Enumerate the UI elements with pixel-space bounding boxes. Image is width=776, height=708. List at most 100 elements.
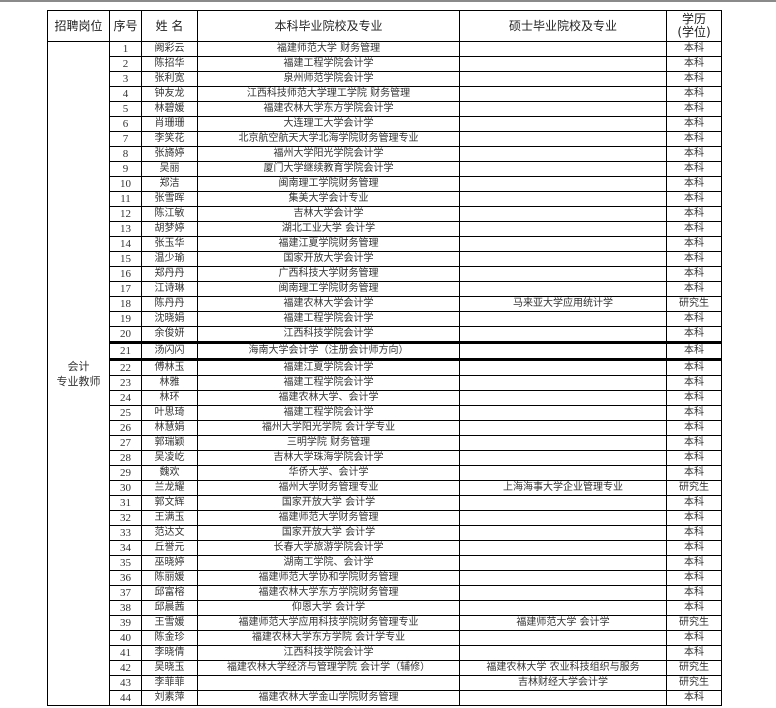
name-cell: 张玉华 (141, 236, 198, 252)
table-row: 会计 专业教师 1 阙彩云 福建师范大学 财务管理本科 (47, 41, 722, 706)
master-cell (459, 221, 667, 237)
master-cell (459, 56, 667, 72)
header-no: 序号 (109, 10, 142, 42)
no-cell: 20 (109, 326, 142, 344)
bachelor-cell: 闽南理工学院财务管理 (197, 176, 460, 192)
bachelor-cell: 福建工程学院会计学 (197, 56, 460, 72)
bachelor-cell: 福建师范大学 财务管理 (197, 41, 460, 57)
master-cell (459, 555, 667, 571)
window-top-border (0, 0, 776, 2)
degree-cell: 本科 (666, 311, 722, 327)
degree-cell: 研究生 (666, 615, 722, 631)
degree-cell: 研究生 (666, 675, 722, 691)
bachelor-cell: 福建农林大学东方学院会计学 (197, 101, 460, 117)
no-cell: 29 (109, 465, 142, 481)
master-cell (459, 525, 667, 541)
table-row: 28 吴凌屹 吉林大学珠海学院会计学 本科 (48, 450, 722, 466)
table-row: 31 郭文辉 国家开放大学 会计学 本科 (48, 495, 722, 511)
name-cell: 汤闪闪 (141, 342, 198, 361)
position-cell: 会计 专业教师 (47, 41, 110, 706)
name-cell: 兰龙耀 (141, 480, 198, 496)
name-cell: 郭瑞颖 (141, 435, 198, 451)
table-row: 29 魏欢 华侨大学、会计学 本科 (48, 465, 722, 481)
master-cell (459, 86, 667, 102)
master-cell (459, 251, 667, 267)
bachelor-cell: 福建工程学院会计学 (197, 405, 460, 421)
bachelor-cell: 湖北工业大学 会计学 (197, 221, 460, 237)
no-cell: 23 (109, 375, 142, 391)
name-cell: 李晓倩 (141, 645, 198, 661)
bachelor-cell: 集美大学会计专业 (197, 191, 460, 207)
name-cell: 陈丽媛 (141, 570, 198, 586)
no-cell: 37 (109, 585, 142, 601)
master-cell (459, 191, 667, 207)
bachelor-cell: 广西科技大学财务管理 (197, 266, 460, 282)
master-cell (459, 465, 667, 481)
bachelor-cell: 大连理工大学会计学 (197, 116, 460, 132)
bachelor-cell (197, 675, 460, 691)
master-cell: 吉林财经大学会计学 (459, 675, 667, 691)
master-cell: 上海海事大学企业管理专业 (459, 480, 667, 496)
degree-cell: 本科 (666, 236, 722, 252)
no-cell: 4 (109, 86, 142, 102)
table-row: 36 陈丽媛 福建师范大学协和学院财务管理 本科 (48, 570, 722, 586)
no-cell: 13 (109, 221, 142, 237)
master-cell (459, 131, 667, 147)
table-row: 11 张雪晖 集美大学会计专业 本科 (48, 191, 722, 207)
table-row: 15 温少瑜 国家开放大学会计学 本科 (48, 251, 722, 267)
master-cell (459, 435, 667, 451)
master-cell (459, 342, 667, 361)
no-cell: 14 (109, 236, 142, 252)
master-cell (459, 690, 667, 706)
table-row: 17 江诗琳 闽南理工学院财务管理 本科 (48, 281, 722, 297)
header-degree: 学历 (学位) (666, 10, 722, 42)
no-cell: 30 (109, 480, 142, 496)
no-cell: 33 (109, 525, 142, 541)
degree-cell: 本科 (666, 176, 722, 192)
table-row: 37 邱富榕 福建农林大学东方学院财务管理 本科 (48, 585, 722, 601)
master-cell (459, 420, 667, 436)
master-cell (459, 161, 667, 177)
position-line1: 会计 (67, 359, 90, 373)
no-cell: 34 (109, 540, 142, 556)
degree-cell: 本科 (666, 510, 722, 526)
header-bachelor: 本科毕业院校及专业 (197, 10, 460, 42)
header-degree-line1: 学历 (681, 12, 706, 26)
name-cell: 范达文 (141, 525, 198, 541)
name-cell: 林慧娟 (141, 420, 198, 436)
name-cell: 余俊妍 (141, 326, 198, 344)
degree-cell: 本科 (666, 600, 722, 616)
no-cell: 28 (109, 450, 142, 466)
name-cell: 钟友龙 (141, 86, 198, 102)
table-row: 23 林雅 福建工程学院会计学 本科 (48, 375, 722, 391)
no-cell: 25 (109, 405, 142, 421)
bachelor-cell: 国家开放大学 会计学 (197, 525, 460, 541)
master-cell (459, 390, 667, 406)
bachelor-cell: 福建农林大学东方学院 会计学专业 (197, 630, 460, 646)
name-cell: 温少瑜 (141, 251, 198, 267)
name-cell: 邱富榕 (141, 585, 198, 601)
master-cell (459, 326, 667, 344)
no-cell: 31 (109, 495, 142, 511)
header-degree-line2: (学位) (677, 25, 711, 39)
no-cell: 1 (109, 41, 142, 57)
bachelor-cell: 福建江夏学院财务管理 (197, 236, 460, 252)
master-cell (459, 495, 667, 511)
degree-cell: 本科 (666, 131, 722, 147)
bachelor-cell: 湖南工学院、会计学 (197, 555, 460, 571)
degree-cell: 本科 (666, 161, 722, 177)
name-cell: 郭文辉 (141, 495, 198, 511)
table-row: 32 王满玉 福建师范大学财务管理 本科 (48, 510, 722, 526)
table-row: 9 吴丽 厦门大学继续教育学院会计学 本科 (48, 161, 722, 177)
table-row: 2 陈招华 福建工程学院会计学 本科 (48, 56, 722, 72)
no-cell: 2 (109, 56, 142, 72)
table-row: 44 刘素萍 福建农林大学金山学院财务管理 本科 (48, 690, 722, 706)
master-cell (459, 146, 667, 162)
name-cell: 沈晓娟 (141, 311, 198, 327)
degree-cell: 本科 (666, 570, 722, 586)
degree-cell: 本科 (666, 465, 722, 481)
bachelor-cell: 福建农林大学会计学 (197, 296, 460, 312)
bachelor-cell: 华侨大学、会计学 (197, 465, 460, 481)
name-cell: 阙彩云 (141, 41, 198, 57)
no-cell: 21 (109, 342, 142, 361)
